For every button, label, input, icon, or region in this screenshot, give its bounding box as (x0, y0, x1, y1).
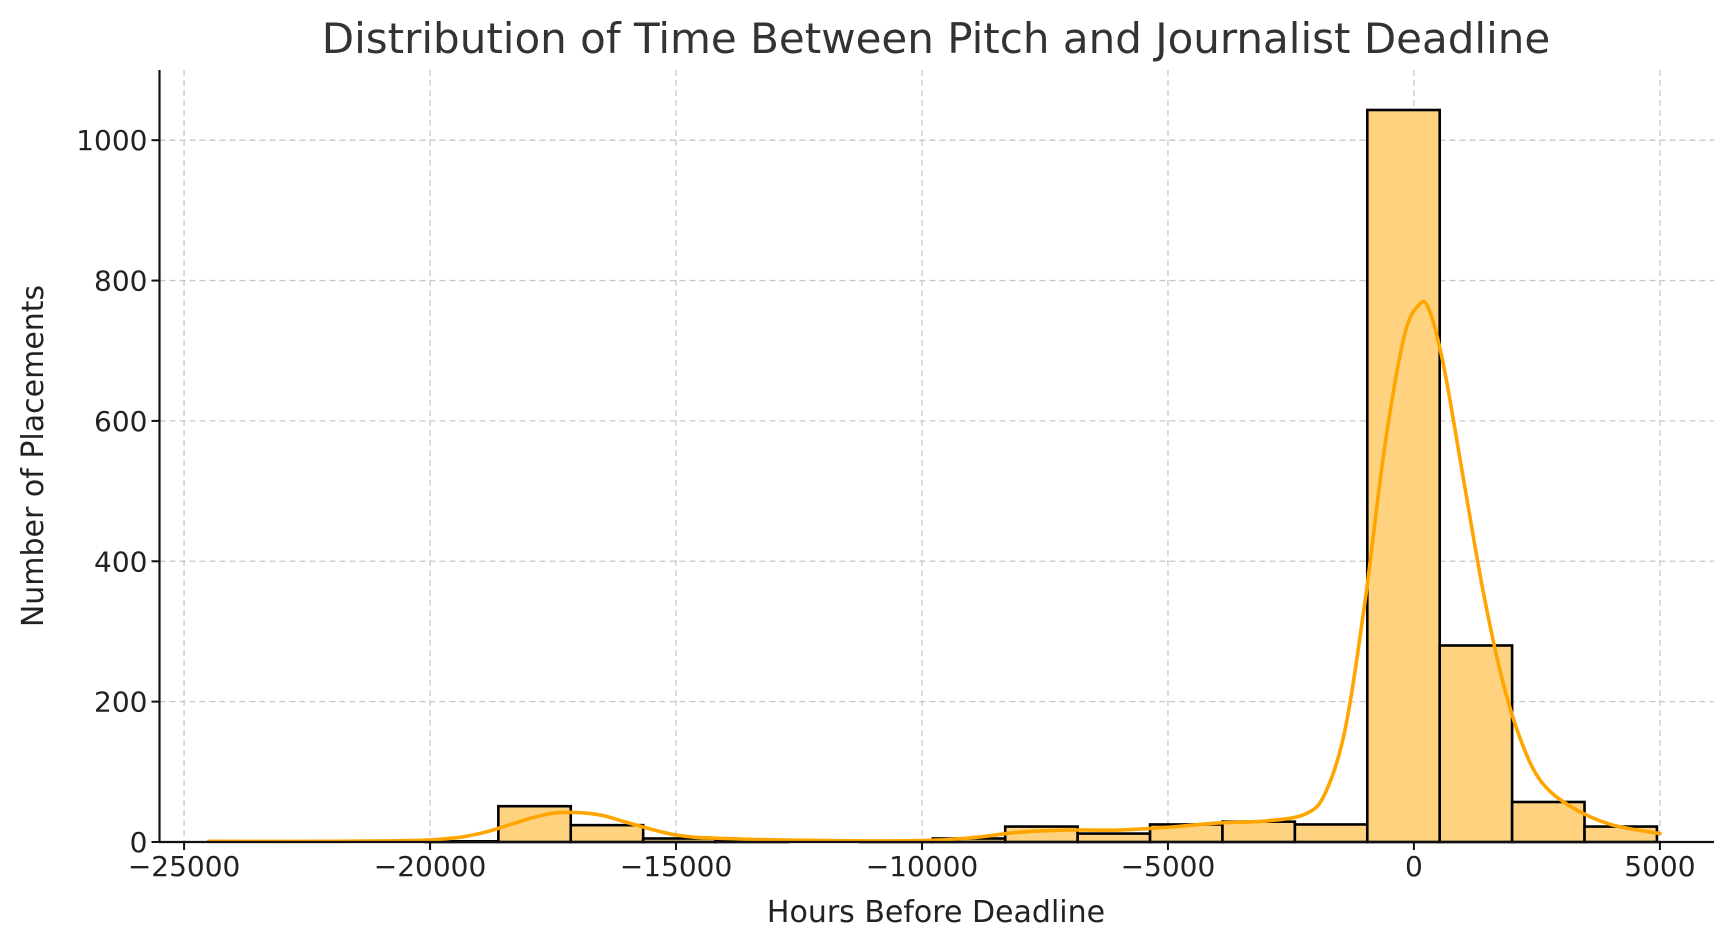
histogram-bar-15 (1293, 823, 1369, 844)
axes (158, 70, 1714, 844)
y-tick-label-1: 200 (94, 686, 147, 719)
y-axis-label: Number of Placements (16, 285, 51, 627)
x-axis-label: Hours Before Deadline (767, 895, 1105, 930)
histogram-bar-16 (1365, 108, 1441, 844)
x-tick-label-5: 0 (1405, 850, 1423, 883)
x-tick-label-2: −15000 (620, 850, 733, 883)
x-tick-label-4: −5000 (1121, 850, 1216, 883)
histogram-bar-14 (1221, 820, 1297, 844)
kde-curve (206, 299, 1662, 844)
chart-title: Distribution of Time Between Pitch and J… (322, 14, 1550, 63)
y-tick-label-2: 400 (94, 545, 147, 578)
histogram-bar-19 (1583, 825, 1659, 844)
tick-labels: −25000 −20000 −15000 −10000 −5000 0 5000 0 200 40… (76, 124, 1695, 883)
kde-curve-layer (206, 299, 1662, 844)
y-tick-label-4: 800 (94, 265, 147, 298)
y-tick-label-3: 600 (94, 405, 147, 438)
y-tick-label-5: 1000 (76, 124, 147, 157)
x-tick-label-6: 5000 (1624, 850, 1695, 883)
x-tick-label-0: −25000 (128, 850, 241, 883)
histogram-bars (424, 108, 1659, 844)
histogram-bar-12 (1076, 832, 1152, 844)
x-tick-label-3: −10000 (866, 850, 979, 883)
histogram-bar-18 (1510, 800, 1586, 844)
x-tick-label-1: −20000 (374, 850, 487, 883)
histogram-bar-5 (569, 823, 645, 844)
y-tick-label-0: 0 (130, 826, 148, 859)
